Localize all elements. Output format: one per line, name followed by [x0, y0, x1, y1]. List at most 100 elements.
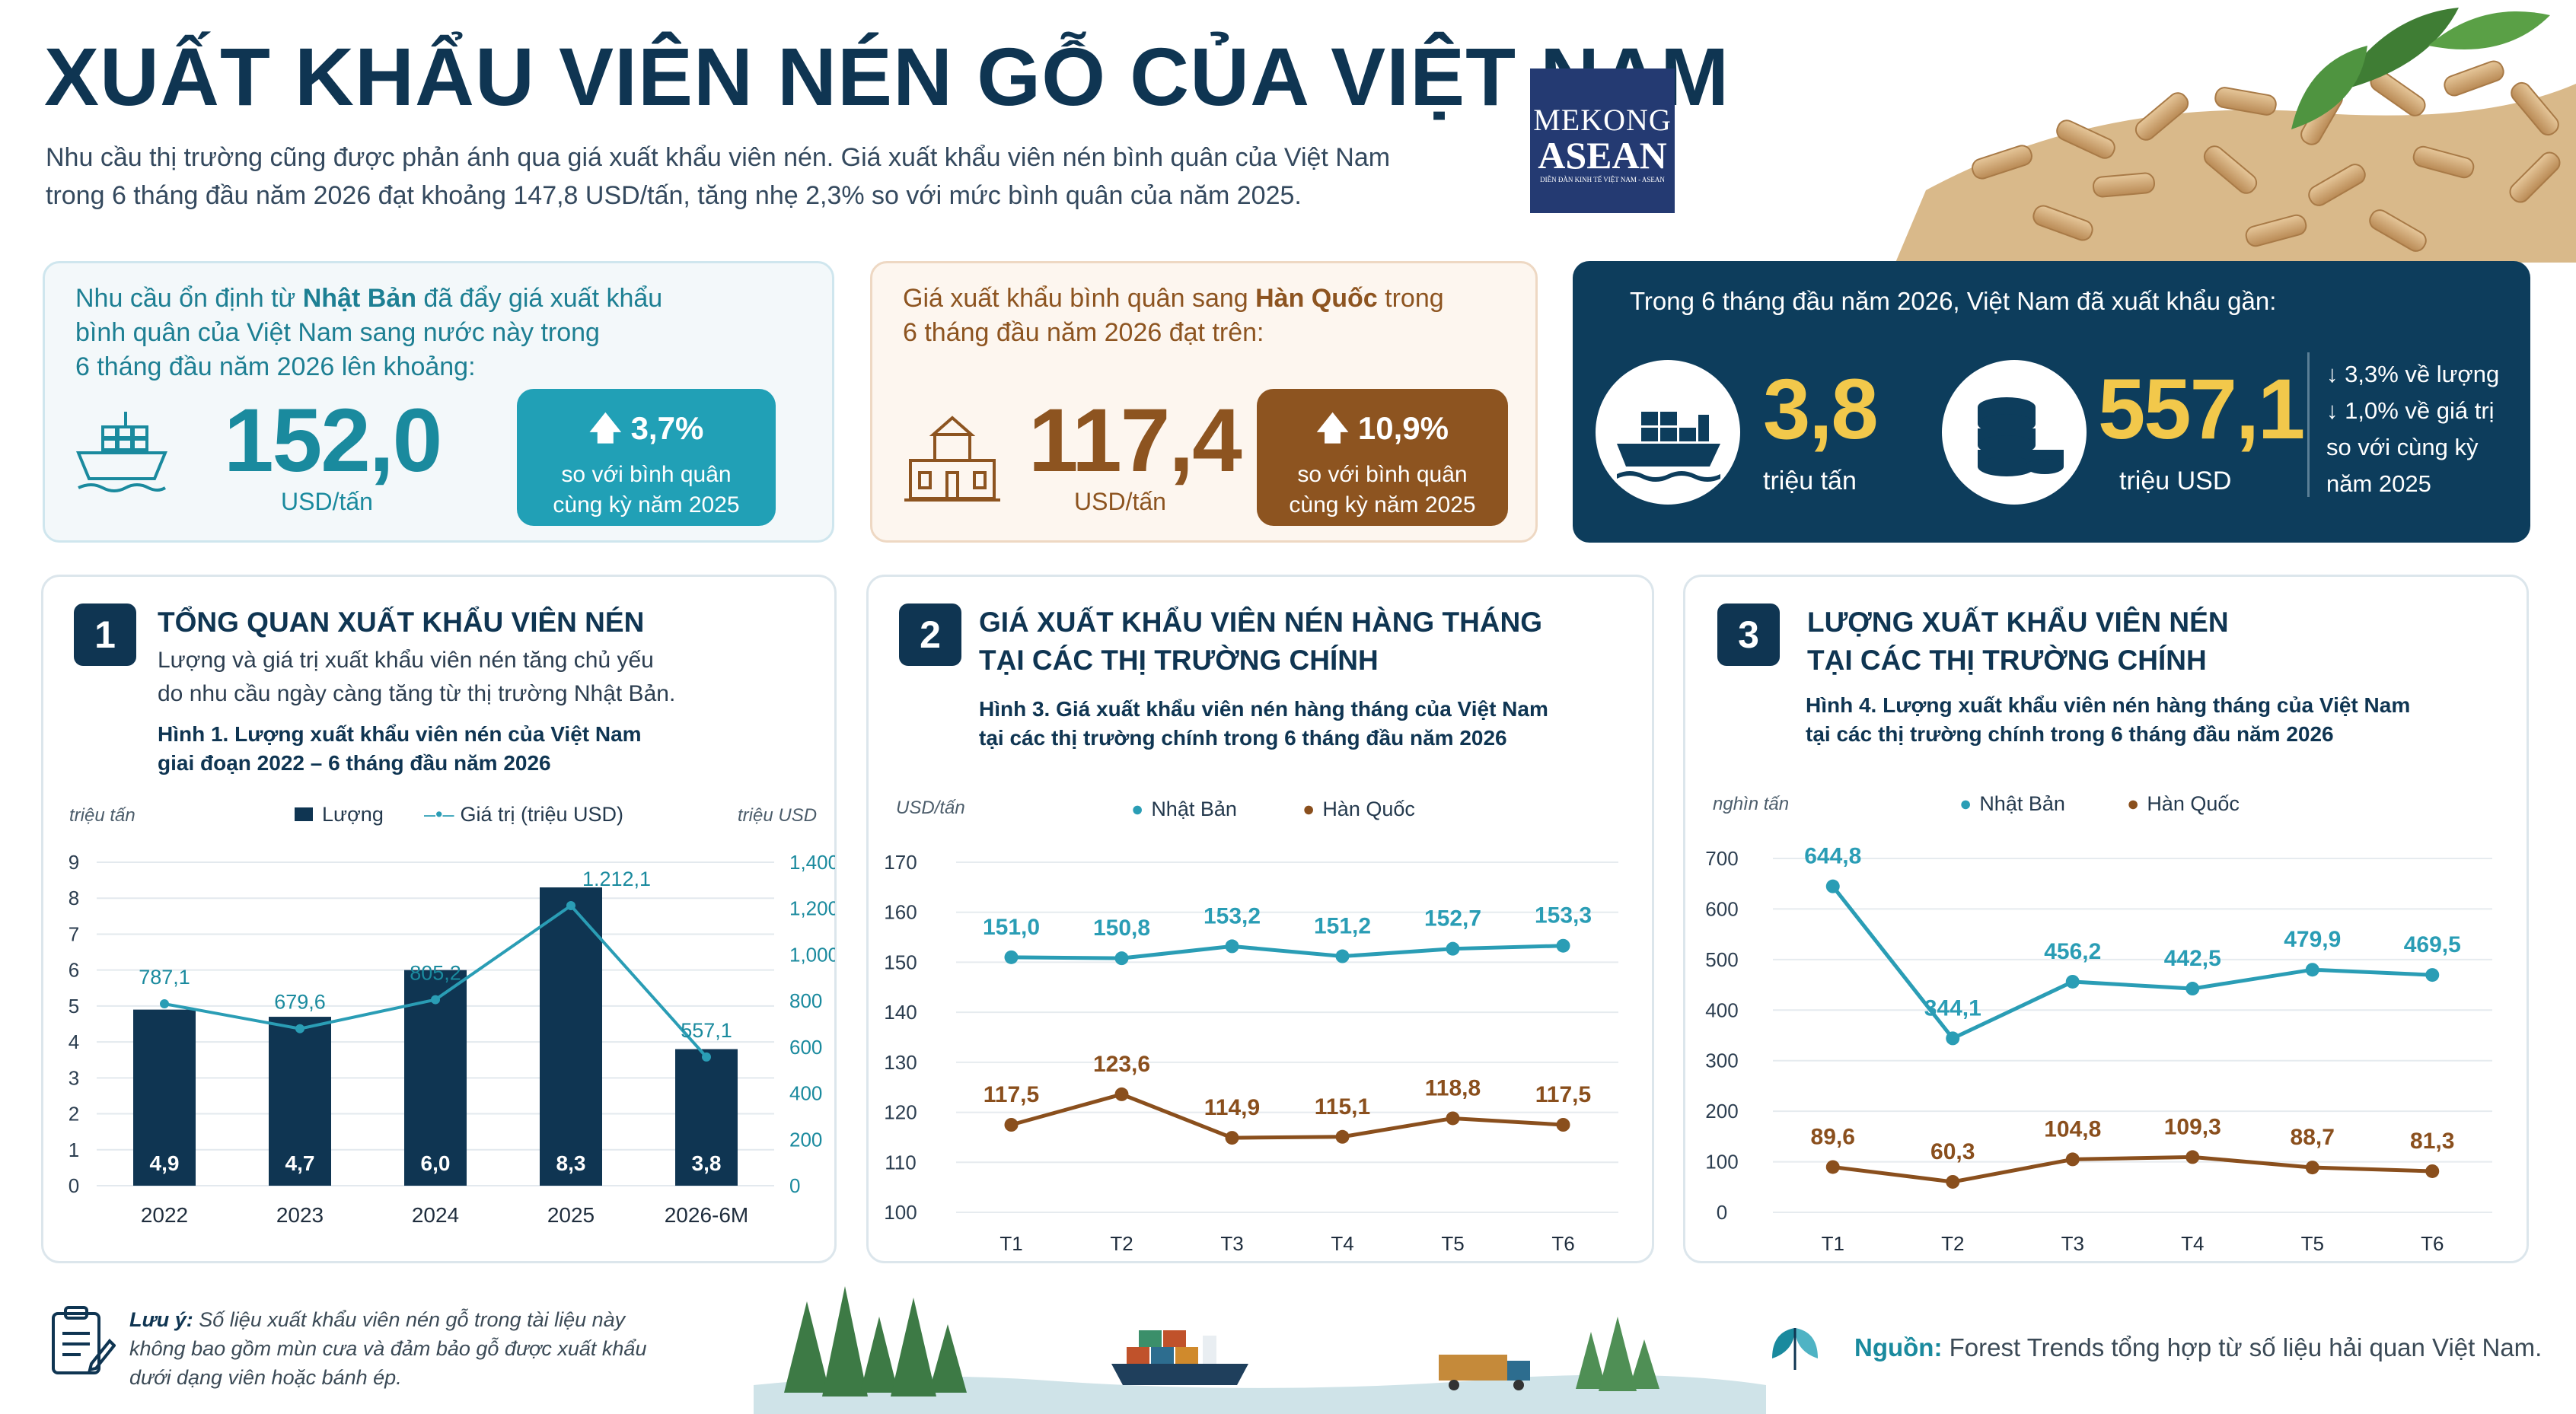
japan-price-unit: USD/tấn	[281, 488, 373, 515]
total-card-heading: Trong 6 tháng đầu năm 2026, Việt Nam đã …	[1630, 287, 2277, 315]
x-tick-label: T3	[1220, 1232, 1243, 1254]
japan-card-line-2: bình quân của Việt Nam sang nước này tro…	[75, 318, 600, 347]
left-axis-label: triệu tấn	[69, 805, 135, 826]
data-point	[1446, 1111, 1460, 1126]
figure-caption: Hình 3. Giá xuất khẩu viên nén hàng thán…	[979, 695, 1548, 753]
legend-bar: Lượng	[295, 803, 384, 826]
bar	[540, 887, 602, 1186]
korea-highlight: Hàn Quốc	[1255, 284, 1378, 313]
y-tick-label: 9	[69, 851, 79, 874]
y-tick-label: 6	[69, 959, 79, 982]
korea-price-value: 117,4	[1028, 390, 1242, 491]
panel-monthly-price: 2 GIÁ XUẤT KHẨU VIÊN NÉN HÀNG THÁNG TẠI …	[866, 575, 1654, 1263]
panel-number: 2	[899, 603, 961, 666]
figure-caption-2: giai đoạn 2022 – 6 tháng đầu năm 2026	[158, 751, 551, 775]
figure-caption: Hình 4. Lượng xuất khẩu viên nén hàng th…	[1806, 691, 2410, 749]
y-tick-label: 130	[884, 1051, 917, 1074]
data-point	[1556, 938, 1570, 953]
data-point	[1556, 1118, 1570, 1132]
intro-line-1: Nhu cầu thị trường cũng được phản ánh qu…	[46, 143, 1391, 172]
panel-number: 3	[1717, 603, 1780, 666]
y-tick-label: 8	[69, 887, 79, 909]
bar-value-label: 6,0	[421, 1151, 451, 1175]
figure-caption-2: tại các thị trường chính trong 6 tháng đ…	[979, 726, 1507, 750]
legend-japan: ● Nhật Bản	[1131, 798, 1237, 821]
bar	[675, 1049, 738, 1186]
arrow-up-icon: 🡅	[588, 410, 631, 446]
legend-dot: ●	[1131, 798, 1144, 820]
coins-icon-circle	[1942, 360, 2087, 505]
data-point	[2425, 968, 2440, 982]
total-export-card: Trong 6 tháng đầu năm 2026, Việt Nam đã …	[1573, 261, 2530, 543]
source-note: Nguồn: Forest Trends tổng hợp từ số liệu…	[1854, 1333, 2542, 1362]
data-label: 109,3	[2164, 1114, 2221, 1139]
japan-change-sub-2: cùng kỳ năm 2025	[553, 492, 740, 518]
container-ship-icon	[1617, 412, 1720, 482]
panel-desc: Lượng và giá trị xuất khẩu viên nén tăng…	[158, 644, 675, 711]
data-label: 479,9	[2284, 927, 2341, 952]
y-tick-label: 110	[885, 1151, 916, 1174]
legend-japan: ● Nhật Bản	[1959, 792, 2065, 816]
data-point	[2305, 963, 2319, 977]
x-tick-label: T1	[999, 1232, 1022, 1254]
y-tick-label: 600	[1705, 897, 1738, 920]
korea-change-pct: 🡅 10,9%	[1257, 406, 1508, 460]
data-point	[1225, 1131, 1239, 1145]
intro-line-2: trong 6 tháng đầu năm 2026 đạt khoảng 14…	[46, 181, 1302, 210]
legend-dot: ●	[1959, 792, 1972, 815]
source-label: Nguồn:	[1854, 1333, 1943, 1361]
series-line-japan	[1011, 944, 1564, 960]
data-point	[1946, 1174, 1960, 1189]
korea-change-sub-1: so với bình quân	[1297, 462, 1468, 487]
footnote-line-1: Lưu ý: Số liệu xuất khẩu viên nén gỗ tro…	[129, 1305, 662, 1334]
data-label: 117,5	[1535, 1082, 1591, 1107]
legend-korea-label: Hàn Quốc	[2147, 792, 2240, 815]
x-tick-label: 2023	[276, 1203, 324, 1227]
value-point	[566, 901, 575, 911]
y2-tick-label: 1,000	[789, 943, 835, 966]
figure-caption-1: Hình 4. Lượng xuất khẩu viên nén hàng th…	[1806, 693, 2411, 717]
y-tick-label: 400	[1705, 998, 1738, 1021]
y-tick-label: 150	[884, 951, 917, 973]
korea-change-value: 10,9%	[1357, 410, 1449, 446]
korea-price-unit: USD/tấn	[1074, 488, 1166, 515]
y2-tick-label: 800	[789, 989, 822, 1012]
y-tick-label: 100	[1705, 1151, 1738, 1174]
data-point	[2065, 974, 2080, 989]
y-tick-label: 160	[884, 901, 917, 924]
y2-tick-label: 0	[789, 1174, 800, 1197]
legend-dot: ●	[1302, 798, 1315, 820]
korea-card-line-2: 6 tháng đầu năm 2026 đạt trên:	[903, 318, 1264, 347]
series-line-korea	[1832, 1154, 2433, 1184]
value-label: 679,6	[274, 991, 326, 1014]
legend-bar-label: Lượng	[322, 803, 384, 826]
data-label: 644,8	[1804, 844, 1861, 869]
total-volume-value: 3,8	[1763, 361, 1879, 457]
x-tick-label: T6	[2421, 1232, 2444, 1254]
data-point	[2185, 982, 2200, 996]
x-tick-label: T4	[1331, 1232, 1353, 1254]
japan-price-card: Nhu cầu ổn định từ Nhật Bản đã đẩy giá x…	[43, 261, 834, 543]
data-label: 123,6	[1093, 1052, 1150, 1077]
legend-line-swatch: –•–	[424, 803, 454, 826]
y2-tick-label: 1,400	[789, 851, 835, 874]
data-point	[1335, 949, 1350, 963]
y-tick-label: 140	[884, 1001, 917, 1024]
x-tick-label: T5	[2301, 1232, 2324, 1254]
data-label: 89,6	[1811, 1124, 1855, 1149]
axis-label: nghìn tấn	[1713, 794, 1790, 814]
panel-title-2: TẠI CÁC THỊ TRƯỜNG CHÍNH	[979, 645, 1379, 676]
bar-value-label: 3,8	[692, 1151, 722, 1175]
y-tick-label: 500	[1705, 948, 1738, 971]
data-label: 117,5	[984, 1082, 1039, 1107]
y-tick-label: 170	[884, 851, 917, 874]
logo-line-2: ASEAN	[1538, 134, 1667, 177]
total-change-4: năm 2025	[2326, 470, 2431, 497]
y2-tick-label: 200	[789, 1128, 822, 1151]
japan-card-text: Nhu cầu ổn định từ Nhật Bản đã đẩy giá x…	[75, 282, 662, 384]
figure-caption-2: tại các thị trường chính trong 6 tháng đ…	[1806, 722, 2334, 746]
bar-value-label: 4,7	[285, 1151, 315, 1175]
data-label: 114,9	[1204, 1095, 1260, 1120]
arrow-up-icon: 🡅	[1316, 410, 1358, 446]
panel-title: GIÁ XUẤT KHẨU VIÊN NÉN HÀNG THÁNG TẠI CÁ…	[979, 603, 1542, 680]
